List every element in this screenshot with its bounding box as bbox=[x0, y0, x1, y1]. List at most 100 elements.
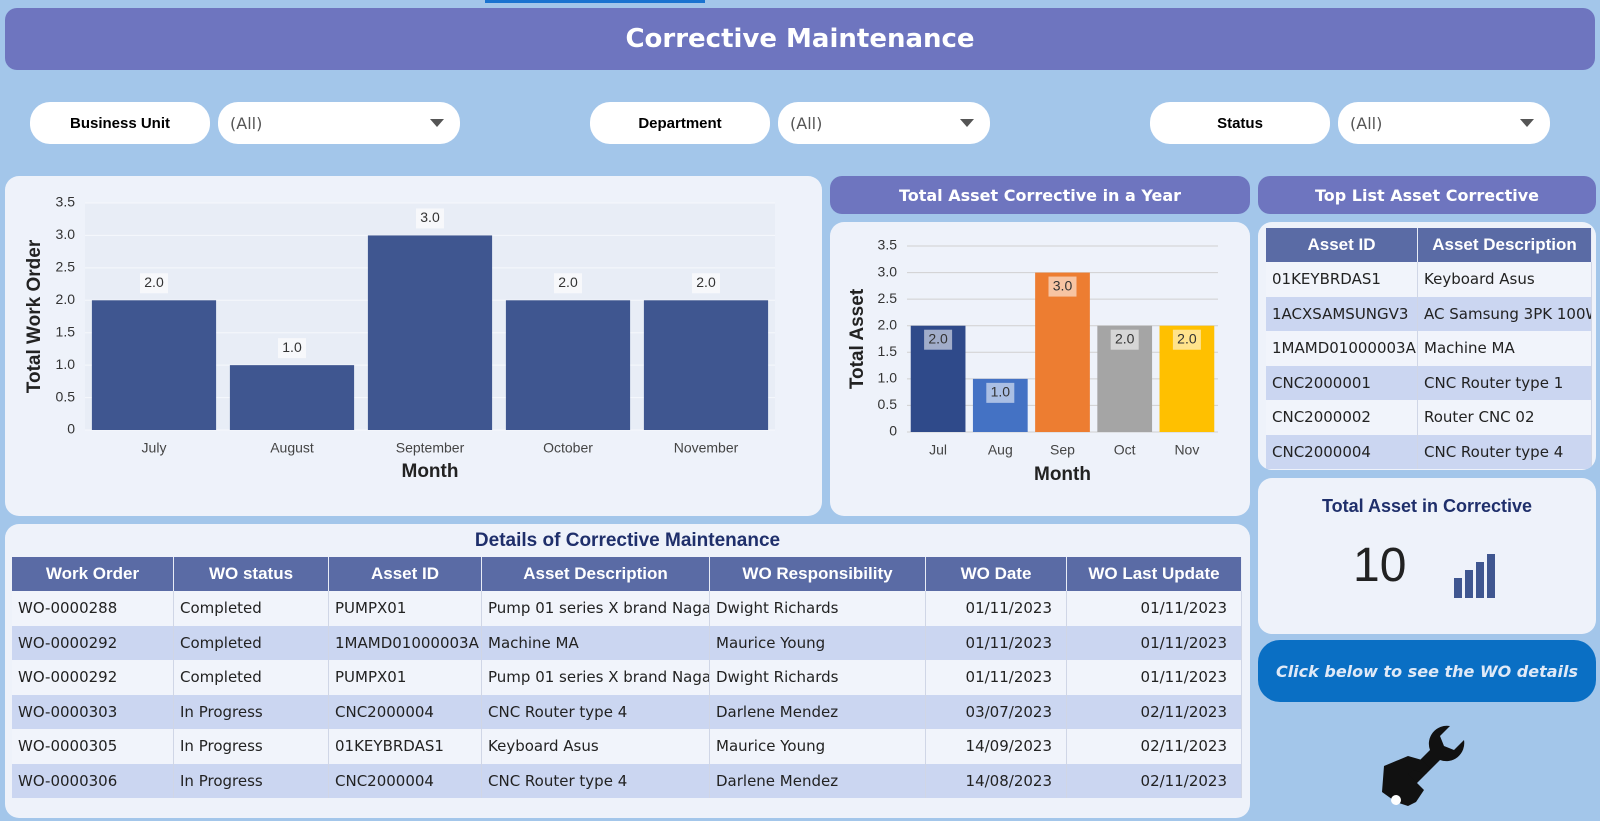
chart-panel: 0 0.5 1.0 1.5 2.0 2.5 3.0 3.5 2.0 July 1.0 August 3.… bbox=[5, 176, 822, 516]
table-row: WO-0000303 In Progress CNC2000004 CNC Route… bbox=[12, 694, 1242, 729]
bar bbox=[91, 300, 217, 430]
table-cell: 01/11/2023 bbox=[1067, 660, 1242, 695]
table-row: WO-0000292 Completed PUMPX01 Pump 01 series… bbox=[12, 660, 1242, 695]
x-tick-label: Aug bbox=[988, 442, 1013, 458]
table-cell: WO-0000303 bbox=[12, 694, 174, 729]
filter-dropdown[interactable]: (All) bbox=[218, 102, 460, 144]
table-cell: Darlene Mendez bbox=[710, 763, 926, 798]
value-label: 2.0 bbox=[1177, 330, 1197, 346]
table-cell: 01/11/2023 bbox=[1067, 591, 1242, 626]
table-cell: WO-0000292 bbox=[12, 660, 174, 695]
table-row: 1ACXSAMSUNGV3 AC Samsung 3PK 100W bbox=[1266, 296, 1592, 331]
chart: 0 0.5 1.0 1.5 2.0 2.5 3.0 3.5 2.0 July 1.0 August 3.… bbox=[24, 194, 775, 482]
chart-title: Total Asset Corrective in a Year bbox=[830, 176, 1250, 214]
filter-value: (All) bbox=[230, 113, 263, 133]
table-row: WO-0000306 In Progress CNC2000004 CNC Route… bbox=[12, 763, 1242, 798]
table-cell: Completed bbox=[174, 660, 329, 695]
filter-label: Department bbox=[590, 102, 770, 144]
details-table: Work Order WO status Asset ID Asset Descrip… bbox=[12, 557, 1242, 803]
table-cell: Dwight Richards bbox=[710, 591, 926, 626]
table-cell: WO-0000288 bbox=[12, 591, 174, 626]
y-axis-label: Total Asset bbox=[847, 288, 868, 389]
value-label: 3.0 bbox=[420, 209, 440, 225]
table-cell: 03/07/2023 bbox=[926, 694, 1067, 729]
table-cell: CNC Router type 4 bbox=[482, 763, 710, 798]
table-cell: WO-0000292 bbox=[12, 625, 174, 660]
bar bbox=[643, 300, 769, 430]
table-cell: Maurice Young bbox=[710, 625, 926, 660]
table-cell: CNC Router type 4 bbox=[1418, 434, 1592, 469]
table-cell: 01KEYBRDAS1 bbox=[1266, 262, 1418, 297]
details-panel: Details of Corrective Maintenance Work O… bbox=[5, 524, 1250, 818]
column-header: Asset Description bbox=[482, 557, 710, 591]
bar bbox=[367, 235, 493, 430]
table-row: WO-0000292 Completed 1MAMD01000003A Machine… bbox=[12, 625, 1242, 660]
table-cell: PUMPX01 bbox=[329, 660, 482, 695]
column-header: Asset ID bbox=[329, 557, 482, 591]
table-cell: CNC2000004 bbox=[1266, 434, 1418, 469]
filter-label: Status bbox=[1150, 102, 1330, 144]
table-cell: Router CNC 02 bbox=[1418, 400, 1592, 435]
details-button[interactable]: Click below to see the WO details bbox=[1258, 640, 1596, 702]
table-cell: Keyboard Asus bbox=[1418, 262, 1592, 297]
value-label-box bbox=[692, 273, 720, 294]
table-cell: 14/09/2023 bbox=[926, 729, 1067, 764]
top-accent bbox=[485, 0, 705, 3]
table-cell: 02/11/2023 bbox=[1067, 694, 1242, 729]
x-tick-label: Nov bbox=[1174, 442, 1199, 458]
y-tick-label: 3.5 bbox=[56, 194, 76, 210]
value-label-box bbox=[1110, 329, 1139, 350]
value-label: 2.0 bbox=[928, 330, 948, 346]
filter-dropdown[interactable]: (All) bbox=[1338, 102, 1550, 144]
y-tick-label: 0 bbox=[889, 423, 897, 439]
table-cell: CNC2000004 bbox=[329, 763, 482, 798]
column-header: WO Last Update bbox=[1067, 557, 1242, 591]
value-label: 2.0 bbox=[144, 274, 164, 290]
table-cell: 02/11/2023 bbox=[1067, 729, 1242, 764]
table-cell: In Progress bbox=[174, 694, 329, 729]
page-title: Corrective Maintenance bbox=[5, 8, 1595, 70]
filter-dropdown[interactable]: (All) bbox=[778, 102, 990, 144]
table-row: CNC2000004 CNC Router type 4 bbox=[1266, 434, 1592, 469]
table-header-row: Work Order WO status Asset ID Asset Descrip… bbox=[12, 557, 1242, 591]
table-cell: Dwight Richards bbox=[710, 660, 926, 695]
table-cell: PUMPX01 bbox=[329, 591, 482, 626]
x-tick-label: Jul bbox=[929, 442, 947, 458]
table-cell: Machine MA bbox=[482, 625, 710, 660]
y-tick-label: 2.5 bbox=[878, 290, 898, 306]
table-header-row: Asset ID Asset Description bbox=[1266, 228, 1592, 262]
y-tick-label: 3.0 bbox=[878, 263, 898, 279]
table-row: CNC2000002 Router CNC 02 bbox=[1266, 400, 1592, 435]
table-cell: CNC Router type 1 bbox=[1418, 365, 1592, 400]
dropdown-arrow bbox=[960, 119, 974, 127]
table-cell: 1MAMD01000003A bbox=[1266, 331, 1418, 366]
table-cell: 1ACXSAMSUNGV3 bbox=[1266, 296, 1418, 331]
kpi-card: Total Asset in Corrective 10 bbox=[1258, 478, 1596, 634]
x-tick-label: July bbox=[142, 440, 167, 456]
table-cell: CNC2000001 bbox=[1266, 365, 1418, 400]
filter-value: (All) bbox=[1350, 113, 1383, 133]
table-cell: Darlene Mendez bbox=[710, 694, 926, 729]
table-cell: 01/11/2023 bbox=[926, 660, 1067, 695]
maintenance-icon bbox=[1382, 725, 1465, 806]
y-tick-label: 3.5 bbox=[878, 237, 898, 253]
kpi-icon bbox=[1454, 554, 1495, 598]
table-cell: AC Samsung 3PK 100W bbox=[1418, 296, 1592, 331]
chart-panel: 0 0.5 1.0 1.5 2.0 2.5 3.0 3.5 2.0 Jul 1.0 Aug 3.0 Sep… bbox=[830, 222, 1250, 516]
table-cell: Machine MA bbox=[1418, 331, 1592, 366]
table-row: WO-0000305 In Progress 01KEYBRDAS1 Keyboard… bbox=[12, 729, 1242, 764]
x-tick-label: November bbox=[674, 440, 739, 456]
x-tick-label: October bbox=[543, 440, 593, 456]
column-header: Asset ID bbox=[1266, 228, 1418, 262]
value-label: 2.0 bbox=[1115, 330, 1135, 346]
x-axis-label: Month bbox=[402, 461, 459, 482]
bar bbox=[229, 365, 355, 430]
table-cell: 01/11/2023 bbox=[1067, 625, 1242, 660]
value-label-box bbox=[986, 382, 1015, 403]
dropdown-arrow bbox=[430, 119, 444, 127]
chart: 0 0.5 1.0 1.5 2.0 2.5 3.0 3.5 2.0 Jul 1.0 Aug 3.0 Sep… bbox=[847, 237, 1218, 485]
value-label-box bbox=[924, 329, 953, 350]
x-tick-label: September bbox=[396, 440, 465, 456]
table-cell: Completed bbox=[174, 625, 329, 660]
